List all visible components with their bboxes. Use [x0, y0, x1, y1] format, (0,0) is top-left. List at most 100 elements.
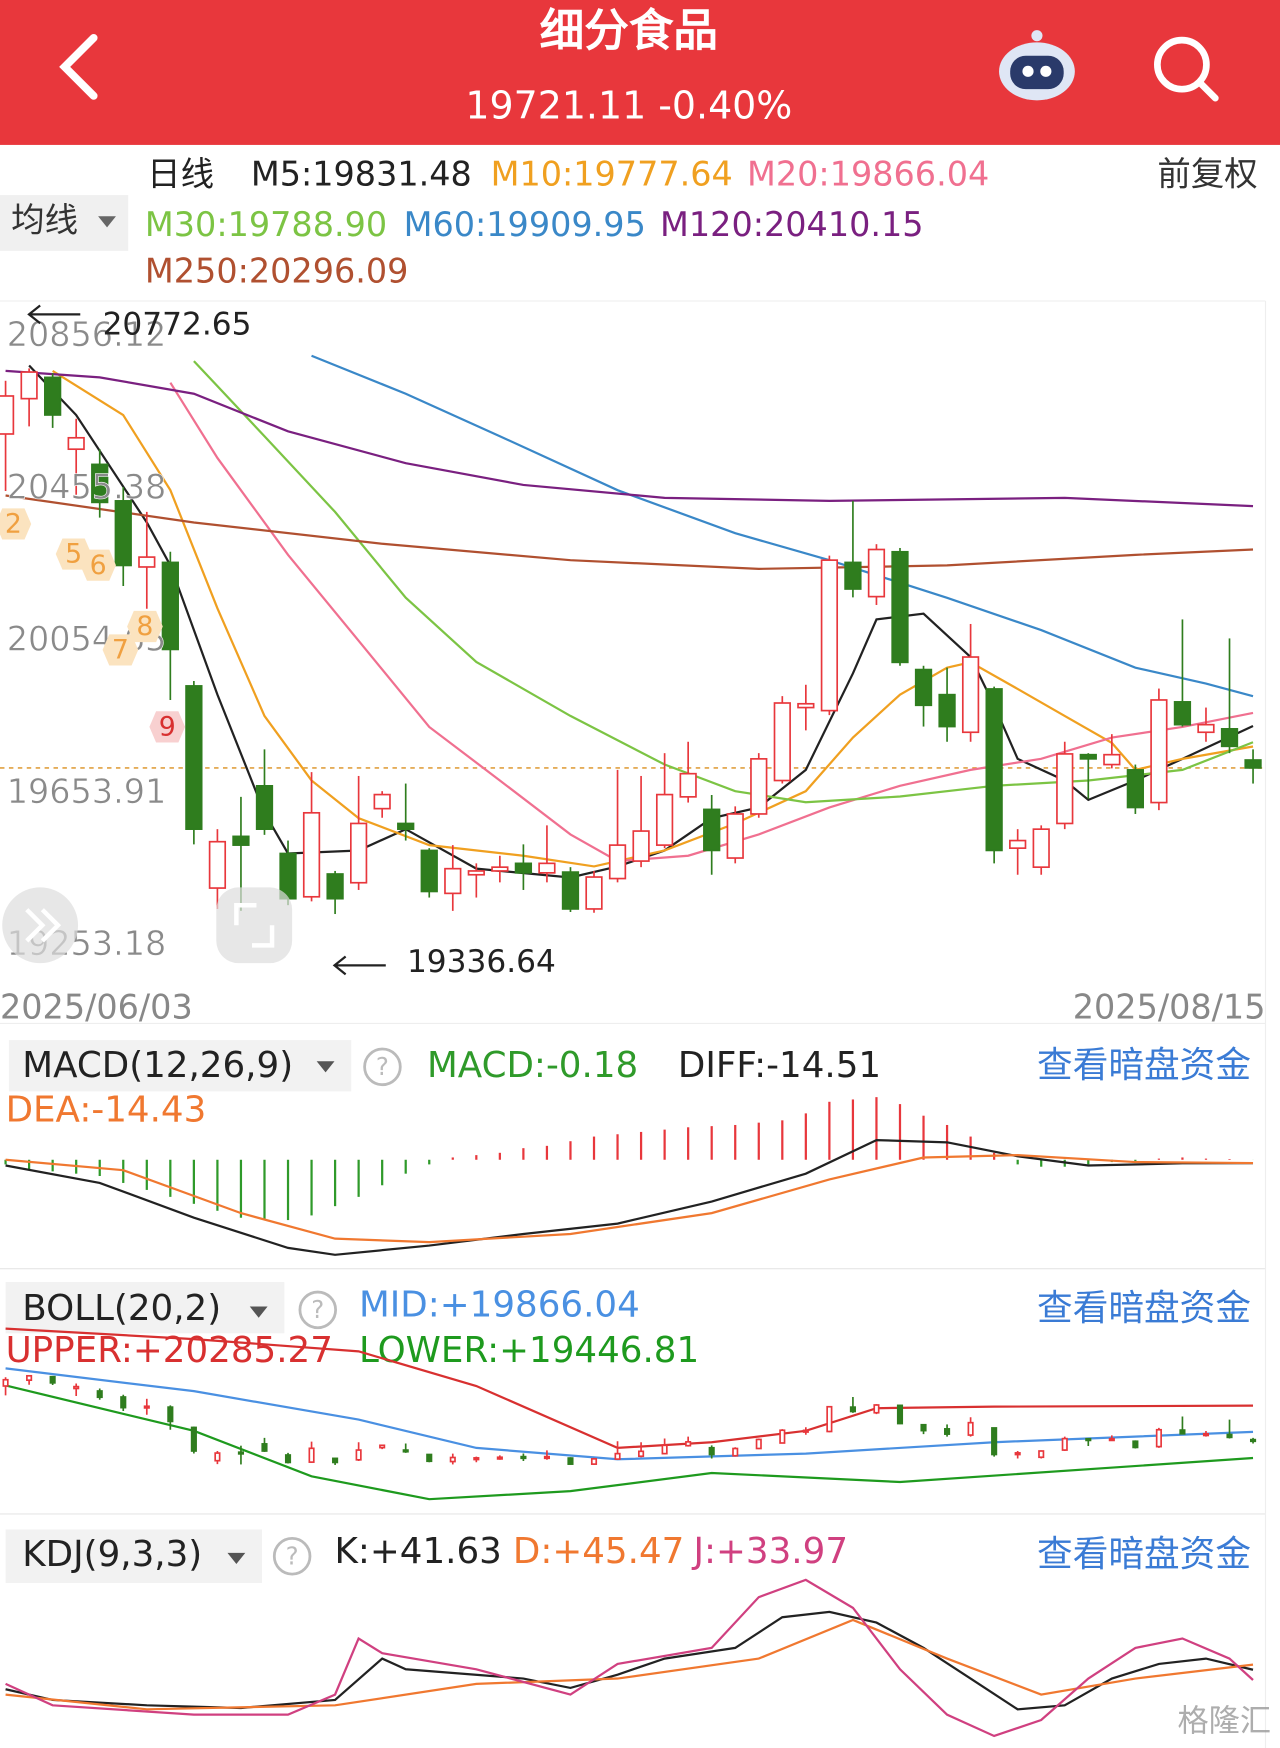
candle-body: [661, 1444, 668, 1455]
candle-body: [355, 1449, 362, 1461]
candle-body: [332, 1457, 339, 1464]
candle-body: [1108, 1437, 1115, 1442]
indicator-line: [5, 1610, 1254, 1711]
ma-legend: M20:19866.04: [747, 155, 989, 194]
dropdown-arrow: [227, 1552, 246, 1565]
indicator-line: [5, 369, 1254, 508]
period-label[interactable]: 日线: [147, 155, 214, 194]
candle-body: [896, 1404, 904, 1425]
candle-body: [255, 785, 274, 830]
candle-body: [1197, 723, 1215, 734]
ma-menu[interactable]: 均线: [11, 200, 78, 239]
link[interactable]: 查看暗盘资金: [1037, 1288, 1251, 1329]
candle-body: [1009, 839, 1027, 849]
indicator-title[interactable]: MACD(12,26,9): [22, 1045, 293, 1086]
candle-body: [867, 548, 886, 598]
candle-body: [961, 656, 980, 734]
back-button[interactable]: [59, 34, 98, 100]
robot-antenna: [1031, 30, 1043, 42]
robot-icon[interactable]: [999, 30, 1075, 101]
y-tick-label: 19653.91: [7, 772, 167, 811]
candle-body: [20, 371, 38, 400]
ma-legend: M5:19831.48: [251, 155, 472, 194]
candle-body: [873, 1404, 880, 1414]
candle-body: [1056, 753, 1074, 825]
indicator-line: [5, 1154, 1254, 1244]
candle-body: [420, 849, 438, 893]
candle-body: [1085, 1437, 1092, 1442]
help-mark: ?: [376, 1052, 389, 1081]
candle-body: [426, 1453, 433, 1463]
candle-body: [1244, 759, 1262, 769]
indicator-line: [5, 494, 1254, 570]
dropdown-arrow: [98, 216, 116, 228]
candle-body: [944, 1428, 951, 1435]
candle-body: [1150, 699, 1168, 804]
help-icon: [363, 1047, 402, 1087]
candle-body: [708, 1446, 715, 1456]
help-icon: [272, 1537, 312, 1576]
td-marker: [102, 634, 139, 666]
candle-body: [326, 873, 344, 900]
candle-body: [44, 376, 62, 416]
link[interactable]: 查看暗盘资金: [1037, 1534, 1251, 1575]
help-icon: [298, 1290, 338, 1330]
candle-body: [1038, 1450, 1045, 1459]
link[interactable]: 查看暗盘资金: [1037, 1045, 1251, 1086]
candle-body: [891, 550, 909, 664]
candle-body: [826, 1405, 833, 1433]
candle-body: [114, 500, 132, 567]
candle-body: [844, 561, 862, 590]
candle-body: [802, 1429, 809, 1433]
indicator-title[interactable]: KDJ(9,3,3): [22, 1534, 202, 1575]
candle-body: [26, 1374, 33, 1382]
legend: MID:+19866.04: [359, 1285, 640, 1326]
candle-body: [1014, 1452, 1021, 1456]
td-label: 5: [65, 539, 82, 570]
candle-body: [632, 830, 650, 862]
indicator-line: [5, 1618, 1254, 1711]
min-label: 19336.64: [407, 944, 556, 980]
robot-eye: [1022, 65, 1034, 77]
indicator-line: [5, 1384, 1254, 1501]
td-label: 7: [112, 635, 129, 666]
candle-body: [1061, 1437, 1068, 1451]
candle-body: [190, 1426, 197, 1452]
ma-legend: M120:20410.15: [660, 205, 924, 244]
indicator-title[interactable]: BOLL(20,2): [22, 1288, 221, 1329]
indicator-box[interactable]: [5, 1529, 263, 1584]
candle-body: [967, 1421, 974, 1436]
candle-body: [614, 1452, 621, 1460]
ma-legend: M10:19777.64: [491, 155, 733, 194]
candle-body: [1032, 828, 1050, 868]
indicator-line: [5, 1578, 1254, 1738]
candle-body: [797, 702, 815, 709]
candle-body: [1155, 1428, 1162, 1448]
candle-body: [284, 1454, 292, 1464]
td-label: 8: [136, 611, 153, 642]
panel-headers: [5, 1040, 352, 1584]
adjust-label[interactable]: 前复权: [1157, 155, 1257, 194]
candle-body: [1079, 753, 1097, 760]
candle-body: [308, 1447, 315, 1463]
legend: K:+41.63: [334, 1531, 501, 1572]
ma-legend: M250:20296.09: [145, 252, 409, 291]
search-button[interactable]: [1154, 36, 1219, 102]
indicator-box[interactable]: [8, 1040, 352, 1092]
legend: MACD:-0.18: [427, 1045, 638, 1086]
candle-body: [67, 436, 85, 451]
indicator-box[interactable]: [5, 1282, 285, 1334]
candle-body: [920, 1423, 927, 1432]
candle-body: [1226, 1433, 1233, 1439]
collapse-icon: [25, 908, 62, 943]
candle-body: [237, 1451, 245, 1455]
candle-body: [938, 693, 956, 728]
candle-body: [520, 1455, 527, 1460]
expand-button[interactable]: [216, 887, 293, 964]
candle-body: [679, 772, 697, 798]
candle-body: [379, 1444, 386, 1449]
search-circle: [1154, 36, 1210, 93]
candle-body: [985, 688, 1003, 852]
candle-body: [91, 463, 109, 504]
